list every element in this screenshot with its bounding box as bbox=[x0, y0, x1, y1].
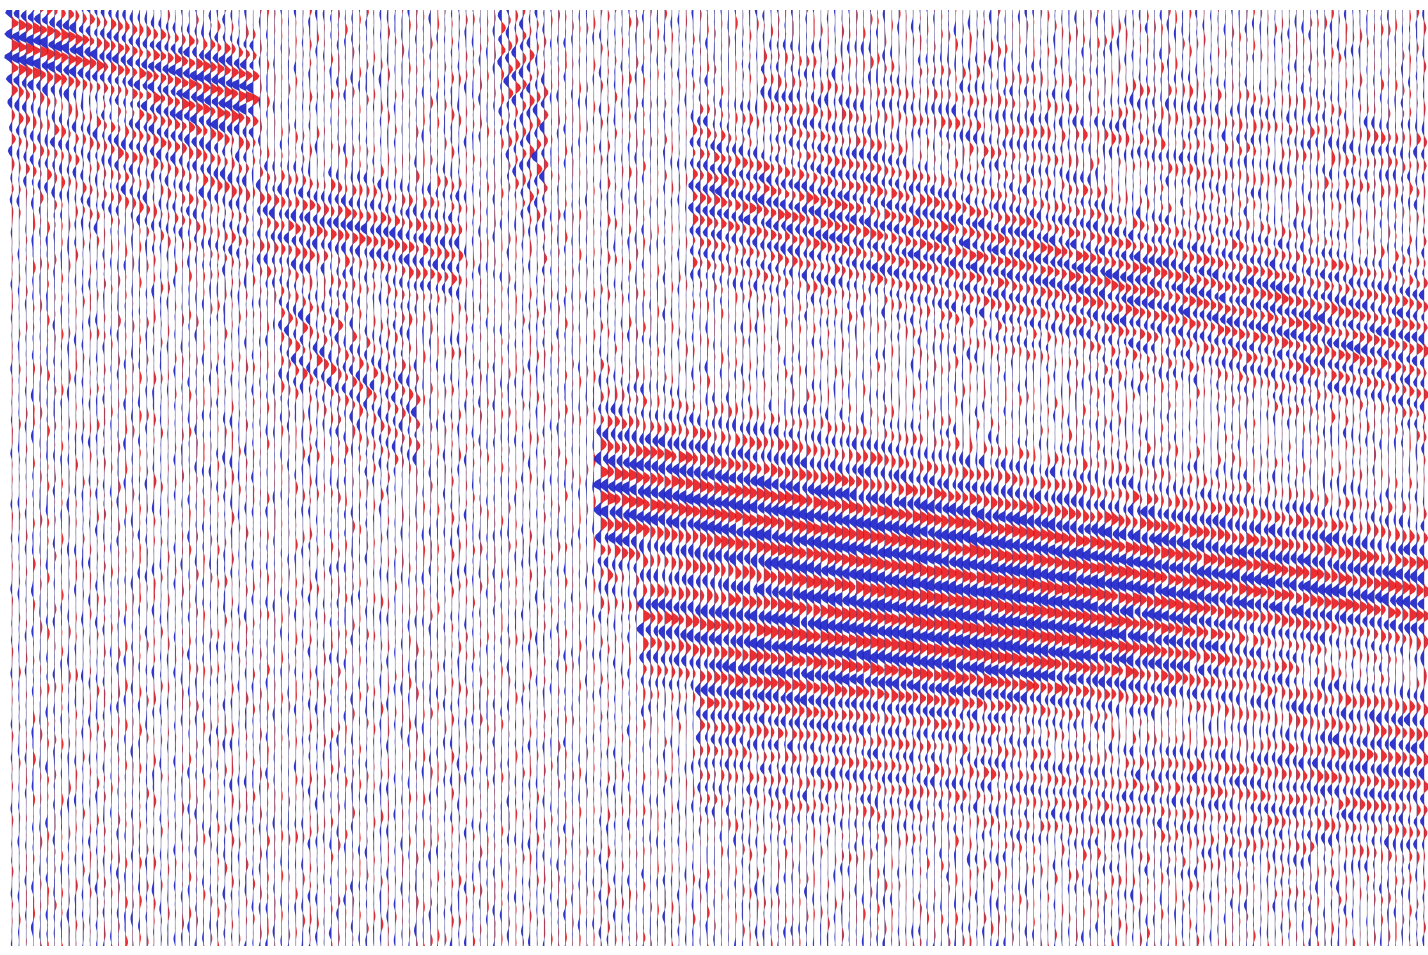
page: {} (() => { const data = JSON.parse(docu… bbox=[0, 0, 1428, 955]
seismic-section bbox=[0, 0, 1428, 955]
